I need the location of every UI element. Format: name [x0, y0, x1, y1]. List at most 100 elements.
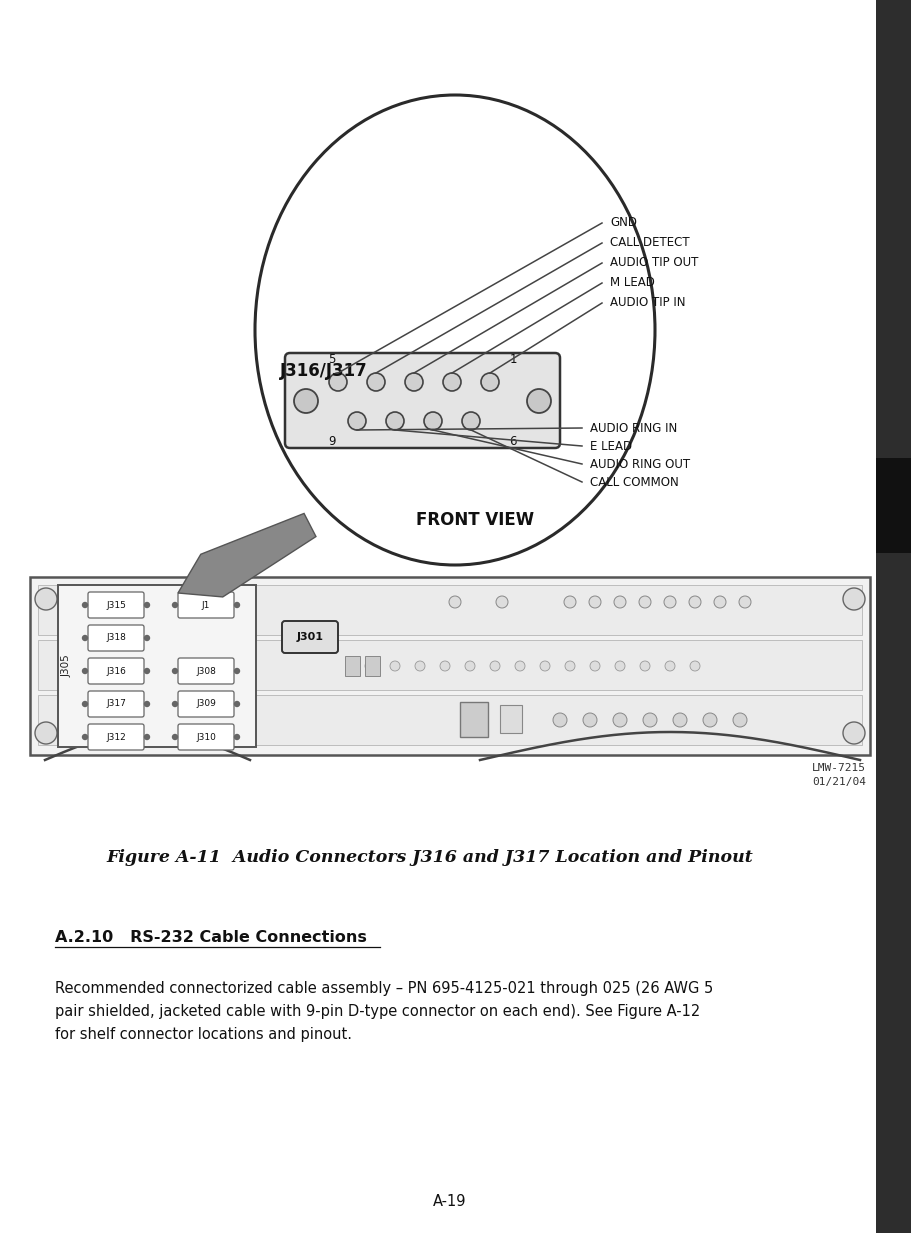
Text: CALL DETECT: CALL DETECT: [610, 237, 690, 249]
Circle shape: [615, 661, 625, 671]
Circle shape: [386, 412, 404, 430]
Circle shape: [733, 713, 747, 727]
Circle shape: [843, 588, 865, 610]
Circle shape: [144, 734, 150, 740]
Circle shape: [589, 596, 601, 608]
FancyBboxPatch shape: [88, 724, 144, 750]
Bar: [876, 457, 911, 552]
Circle shape: [144, 635, 150, 641]
Text: 01/21/04: 01/21/04: [812, 777, 866, 787]
FancyBboxPatch shape: [88, 625, 144, 651]
Circle shape: [172, 700, 179, 708]
Circle shape: [553, 713, 567, 727]
Circle shape: [465, 661, 475, 671]
Circle shape: [481, 374, 499, 391]
Circle shape: [82, 700, 88, 708]
Text: AUDIO TIP OUT: AUDIO TIP OUT: [610, 256, 699, 270]
FancyBboxPatch shape: [282, 621, 338, 653]
Ellipse shape: [255, 95, 655, 565]
Circle shape: [35, 588, 57, 610]
Circle shape: [367, 374, 385, 391]
Text: J318: J318: [106, 634, 126, 642]
Text: J301: J301: [296, 633, 323, 642]
Bar: [38, 695, 862, 745]
Polygon shape: [178, 513, 316, 597]
Circle shape: [144, 668, 150, 674]
Circle shape: [82, 668, 88, 674]
Circle shape: [527, 388, 551, 413]
Circle shape: [390, 661, 400, 671]
Circle shape: [172, 602, 179, 608]
Circle shape: [590, 661, 600, 671]
Circle shape: [673, 713, 687, 727]
FancyBboxPatch shape: [178, 658, 234, 684]
Circle shape: [739, 596, 751, 608]
Circle shape: [643, 713, 657, 727]
Text: AUDIO RING IN: AUDIO RING IN: [590, 422, 677, 434]
Circle shape: [443, 374, 461, 391]
Circle shape: [82, 734, 88, 740]
Text: 9: 9: [328, 435, 336, 448]
Circle shape: [665, 661, 675, 671]
Circle shape: [540, 661, 550, 671]
Circle shape: [843, 723, 865, 743]
Circle shape: [714, 596, 726, 608]
Circle shape: [583, 713, 597, 727]
Circle shape: [664, 596, 676, 608]
Text: E LEAD: E LEAD: [590, 439, 632, 453]
Text: J315: J315: [106, 600, 126, 609]
Circle shape: [329, 374, 347, 391]
Text: 1: 1: [509, 353, 517, 366]
Text: Recommended connectorized cable assembly – PN 695-4125-021 through 025 (26 AWG 5: Recommended connectorized cable assembly…: [55, 981, 713, 1042]
Text: AUDIO TIP IN: AUDIO TIP IN: [610, 296, 685, 309]
Text: M LEAD: M LEAD: [610, 276, 655, 290]
Circle shape: [565, 661, 575, 671]
Text: J1: J1: [202, 600, 210, 609]
FancyBboxPatch shape: [178, 724, 234, 750]
Circle shape: [449, 596, 461, 608]
Text: CALL COMMON: CALL COMMON: [590, 476, 679, 488]
Circle shape: [365, 661, 375, 671]
Bar: [460, 702, 488, 737]
Circle shape: [82, 635, 88, 641]
Circle shape: [82, 602, 88, 608]
Text: J316/J317: J316/J317: [280, 363, 368, 380]
Bar: [38, 640, 862, 690]
Bar: [500, 705, 522, 732]
Circle shape: [144, 700, 150, 708]
Text: GND: GND: [610, 217, 637, 229]
FancyBboxPatch shape: [88, 690, 144, 718]
Circle shape: [639, 596, 651, 608]
Circle shape: [462, 412, 480, 430]
Text: J308: J308: [196, 667, 216, 676]
Circle shape: [515, 661, 525, 671]
Bar: [365, 656, 380, 676]
Circle shape: [613, 713, 627, 727]
Circle shape: [234, 734, 241, 740]
Text: J305: J305: [62, 655, 72, 677]
Text: LMW-7215: LMW-7215: [812, 763, 866, 773]
Text: J310: J310: [196, 732, 216, 741]
Text: AUDIO RING OUT: AUDIO RING OUT: [590, 457, 691, 471]
Circle shape: [294, 388, 318, 413]
Circle shape: [144, 602, 150, 608]
FancyBboxPatch shape: [178, 690, 234, 718]
FancyBboxPatch shape: [88, 592, 144, 618]
Circle shape: [496, 596, 508, 608]
Circle shape: [234, 700, 241, 708]
Bar: [30, 577, 870, 755]
Circle shape: [172, 668, 179, 674]
Circle shape: [440, 661, 450, 671]
Circle shape: [348, 412, 366, 430]
Circle shape: [415, 661, 425, 671]
Text: J317: J317: [106, 699, 126, 709]
Circle shape: [564, 596, 576, 608]
Circle shape: [490, 661, 500, 671]
Circle shape: [234, 602, 241, 608]
FancyBboxPatch shape: [178, 592, 234, 618]
FancyBboxPatch shape: [285, 353, 560, 448]
Circle shape: [690, 661, 700, 671]
Bar: [38, 584, 862, 635]
Circle shape: [614, 596, 626, 608]
Circle shape: [424, 412, 442, 430]
